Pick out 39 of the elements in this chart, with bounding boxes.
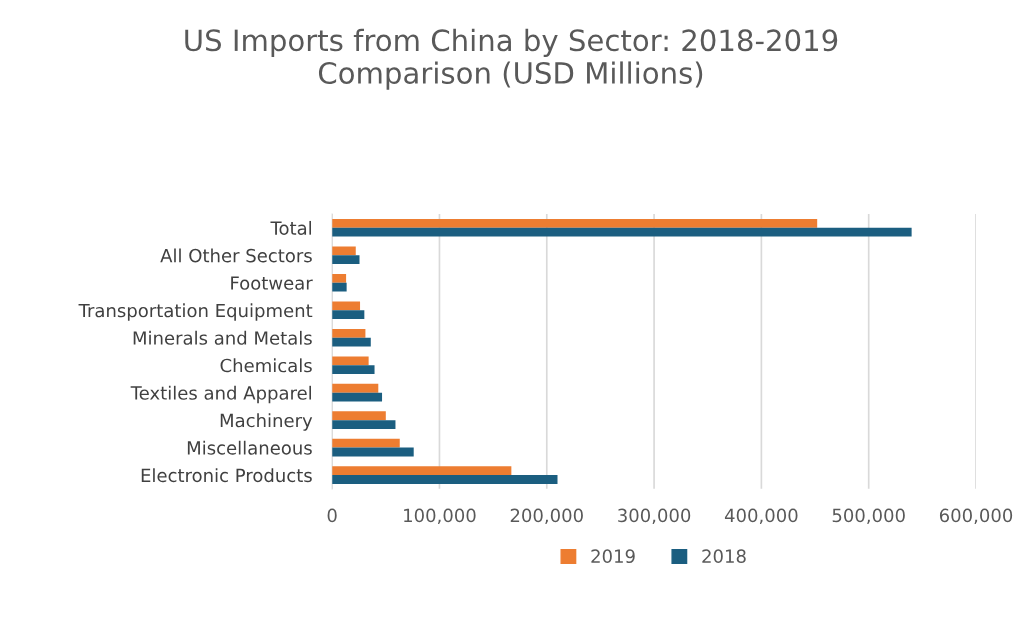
bar (332, 466, 512, 476)
legend-label: 2019 (591, 549, 635, 564)
y-tick-label: Transportation Equipment (78, 303, 313, 321)
x-tick-label: 600,000 (939, 508, 1013, 525)
bar (332, 365, 375, 374)
bar (332, 255, 360, 265)
bar (332, 328, 366, 338)
legend-label: 2018 (702, 549, 746, 564)
x-tick-label: 100,000 (404, 508, 476, 525)
bar (332, 227, 912, 237)
bar (332, 310, 365, 320)
bar (332, 411, 386, 421)
y-tick-label: Machinery (220, 413, 313, 431)
y-tick-label: Miscellaneous (187, 440, 312, 455)
bar (332, 219, 818, 228)
bar (332, 420, 396, 429)
bar (332, 383, 379, 393)
bar (332, 475, 558, 484)
bar (332, 301, 361, 311)
y-tick-label: All Other Sectors (160, 248, 312, 263)
bar (332, 356, 369, 366)
y-tick-label: Minerals and Metals (133, 330, 312, 345)
y-tick-label: Textiles and Apparel (130, 385, 312, 404)
y-tick-label: Footwear (231, 276, 313, 290)
chart-title: US Imports from China by Sector: 2018-2019 Comparison (USD Millions) (185, 28, 838, 90)
y-tick-label: Electronic Products (141, 468, 312, 483)
bar (332, 447, 414, 457)
bar (332, 282, 347, 292)
bar (332, 273, 347, 283)
bar (332, 337, 371, 347)
y-tick-label: Chemicals (220, 358, 312, 373)
bar (332, 438, 400, 448)
x-tick-label: 500,000 (832, 508, 905, 525)
x-tick-label: 300,000 (618, 508, 691, 525)
x-tick-label: 400,000 (724, 508, 798, 525)
x-tick-label: 200,000 (510, 508, 583, 525)
y-tick-label: Total (270, 220, 312, 235)
bar (332, 246, 356, 256)
x-tick-label: 0 (327, 508, 337, 523)
